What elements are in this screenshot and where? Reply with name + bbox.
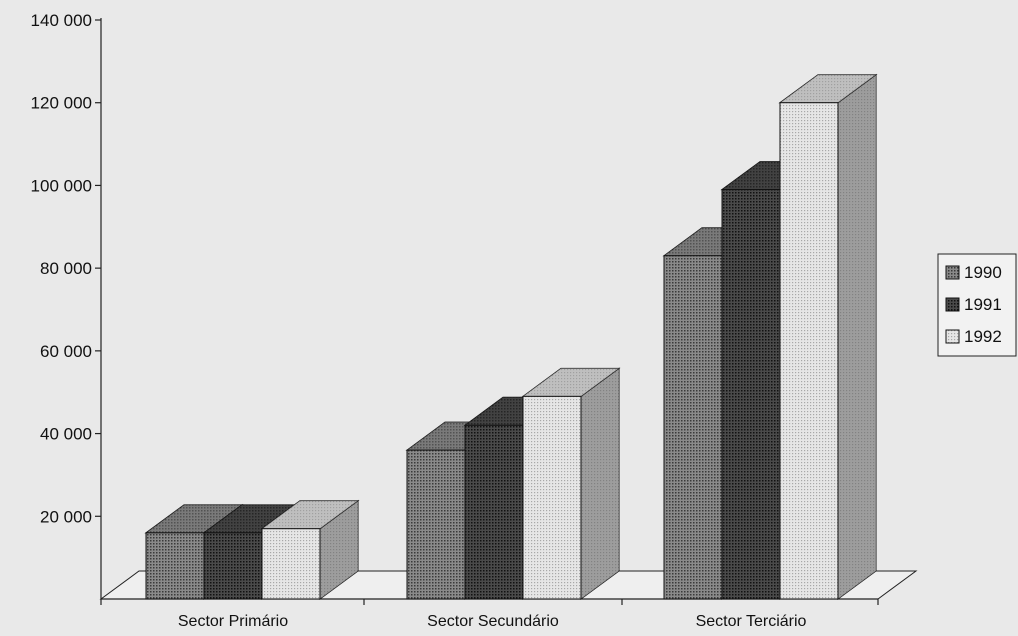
bar-top-texture: [262, 500, 358, 529]
y-axis: 20 000 40 000 60 000 80 000 100 000 120 000 14…: [31, 11, 102, 599]
bar-front-face: [261, 528, 321, 600]
y-tick-label: 40 000: [40, 425, 92, 444]
category-label: Sector Primário: [178, 613, 288, 630]
bar-front-face: [464, 424, 524, 600]
bar-front-face: [203, 532, 263, 600]
legend-label: 1990: [964, 263, 1002, 282]
category-label: Sector Terciário: [696, 613, 807, 630]
bar-1992-0: [260, 499, 360, 600]
bar-front-face: [522, 395, 582, 600]
y-tick-label: 80 000: [40, 259, 92, 278]
bar-side-texture: [838, 74, 876, 599]
bar-front-face: [779, 102, 839, 600]
bar-front-face: [663, 255, 723, 600]
bar-front-face: [721, 189, 781, 600]
category-label: Sector Secundário: [427, 613, 559, 630]
bar-front-face: [145, 532, 205, 600]
legend-item: 1990: [945, 263, 1002, 282]
bar-top-texture: [523, 368, 619, 397]
legend-label: 1991: [964, 295, 1002, 314]
bar-1992-1: [521, 367, 621, 600]
y-tick-label: 60 000: [40, 342, 92, 361]
y-tick-label: 100 000: [31, 176, 92, 195]
bar-side-texture: [581, 368, 619, 599]
x-ticks: Sector Primário Sector Secundário Sector T…: [100, 599, 879, 630]
y-ticks: 20 000 40 000 60 000 80 000 100 000 120 000 14…: [31, 11, 101, 526]
bar-side-texture: [320, 500, 358, 599]
bar-front-face: [406, 449, 466, 600]
bar-top-texture: [780, 74, 876, 103]
legend-item: 1992: [945, 327, 1002, 346]
legend: 1990 1991 1992: [937, 253, 1017, 357]
bars: [144, 73, 878, 600]
bar-1992-2: [778, 73, 878, 600]
legend-swatch: [945, 329, 960, 344]
y-tick-label: 20 000: [40, 507, 92, 526]
legend-item: 1991: [945, 295, 1002, 314]
legend-label: 1992: [964, 327, 1002, 346]
y-tick-label: 140 000: [31, 11, 92, 30]
x-axis: Sector Primário Sector Secundário Sector T…: [100, 598, 879, 630]
legend-swatch: [945, 297, 960, 312]
legend-swatch: [945, 265, 960, 280]
bar-top-texture: [204, 504, 300, 533]
y-tick-label: 120 000: [31, 94, 92, 113]
bar-top-texture: [146, 504, 242, 533]
